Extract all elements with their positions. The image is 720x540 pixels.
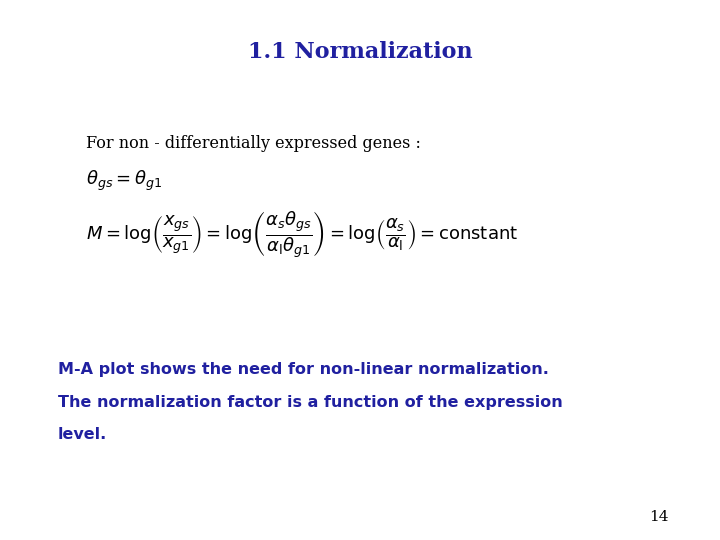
Text: 14: 14 xyxy=(649,510,669,524)
Text: M-A plot shows the need for non-linear normalization.: M-A plot shows the need for non-linear n… xyxy=(58,362,549,377)
Text: level.: level. xyxy=(58,427,107,442)
Text: $\theta_{gs} = \theta_{g1}$: $\theta_{gs} = \theta_{g1}$ xyxy=(86,169,163,193)
Text: $M = \log\!\left(\dfrac{x_{gs}}{x_{g1}}\right) = \log\!\left(\dfrac{\alpha_{s}\t: $M = \log\!\left(\dfrac{x_{gs}}{x_{g1}}\… xyxy=(86,210,518,260)
Text: 1.1 Normalization: 1.1 Normalization xyxy=(248,40,472,63)
Text: The normalization factor is a function of the expression: The normalization factor is a function o… xyxy=(58,395,562,410)
Text: For non - differentially expressed genes :: For non - differentially expressed genes… xyxy=(86,134,421,152)
